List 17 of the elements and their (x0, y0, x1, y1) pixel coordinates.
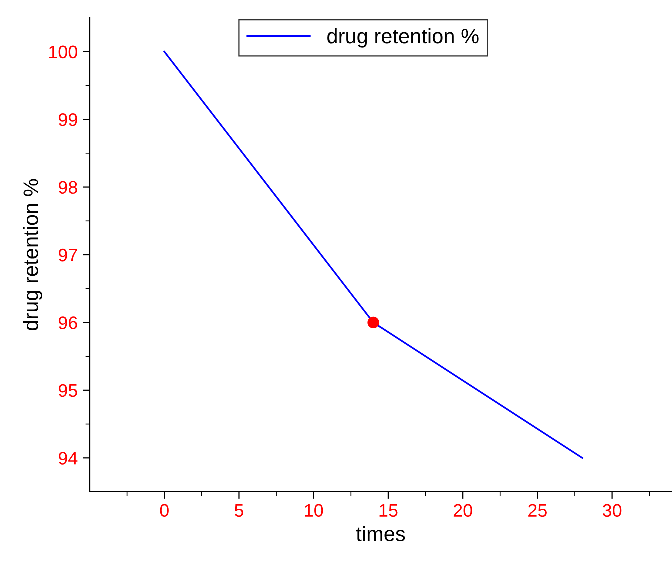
x-axis-title: times (356, 526, 406, 542)
y-axis-title: drug retention % (23, 179, 43, 331)
y-tick-label: 95 (58, 384, 78, 398)
x-tick-label: 10 (305, 504, 324, 518)
y-tick-label: 97 (58, 248, 78, 262)
x-tick-label: 5 (234, 504, 244, 518)
y-tick-label: 98 (58, 181, 78, 194)
y-tick-label: 100 (49, 46, 78, 59)
x-tick-label: 0 (160, 504, 169, 518)
legend-label: drug retention % (328, 28, 479, 48)
x-tick-label: 25 (528, 504, 547, 518)
y-tick-label: 99 (58, 114, 78, 126)
x-tick-label: 20 (454, 504, 472, 518)
x-tick-label: 30 (602, 504, 622, 518)
y-tick-label: 96 (58, 316, 78, 330)
y-tick-label: 94 (58, 452, 78, 465)
x-tick-label: 15 (380, 504, 398, 518)
